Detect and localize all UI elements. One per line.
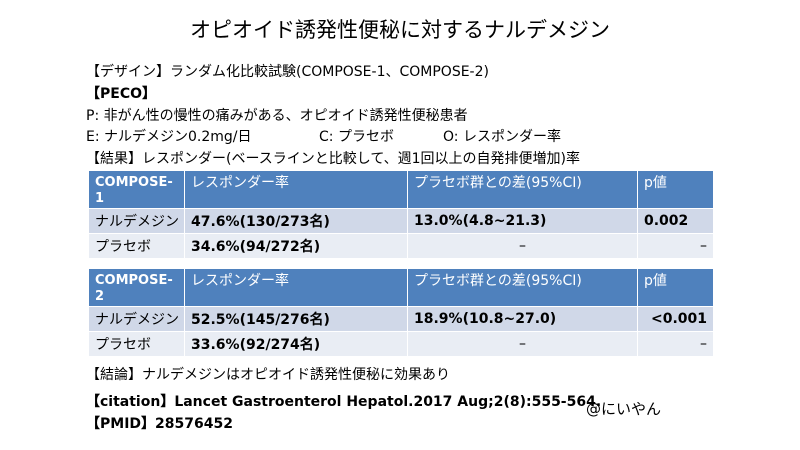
peco-o: O: レスポンダー率 [443,129,561,145]
table-header-row: COMPOSE-2 レスポンダー率 プラセボ群との差(95%CI) p値 [88,268,714,307]
responder-cell: 33.6%(92/274名) [184,331,408,357]
peco-e: E: ナルデメジン0.2mg/日 [86,129,252,145]
p-value-cell: – [637,233,714,259]
peco-header: 【PECO】 [86,86,156,102]
table-row: ナルデメジン 47.6%(130/273名) 13.0%(4.8~21.3) 0… [88,208,714,234]
table-header-row: COMPOSE-1 レスポンダー率 プラセボ群との差(95%CI) p値 [88,170,714,209]
citation-line: 【citation】Lancet Gastroenterol Hepatol.2… [86,394,602,410]
group-cell: ナルデメジン [88,208,185,234]
header-cell: p値 [637,170,714,209]
difference-cell: 18.9%(10.8~27.0) [407,306,638,332]
header-cell: p値 [637,268,714,307]
page-title: オピオイド誘発性便秘に対するナルデメジン [190,18,610,42]
design-line: 【デザイン】ランダム化比較試験(COMPOSE-1、COMPOSE-2) [86,64,489,80]
results-header: 【結果】レスポンダー(ベースラインと比較して、週1回以上の自発排便増加)率 [86,151,581,167]
compose-1-table: COMPOSE-1 レスポンダー率 プラセボ群との差(95%CI) p値 ナルデ… [88,170,714,259]
group-cell: プラセボ [88,331,185,357]
group-cell: ナルデメジン [88,306,185,332]
peco-p: P: 非がん性の慢性の痛みがある、オピオイド誘発性便秘患者 [86,108,468,124]
peco-c: C: プラセボ [319,129,394,145]
trial-name-cell: COMPOSE-1 [88,170,185,209]
author-handle: @にいやん [586,400,662,418]
p-value-cell: 0.002 [637,208,714,234]
conclusion-line: 【結論】ナルデメジンはオピオイド誘発性便秘に効果あり [86,367,450,383]
p-value-cell: – [637,331,714,357]
p-value-cell: <0.001 [637,306,714,332]
table-row: ナルデメジン 52.5%(145/276名) 18.9%(10.8~27.0) … [88,306,714,332]
pmid-line: 【PMID】28576452 [86,416,233,432]
trial-name-cell: COMPOSE-2 [88,268,185,307]
responder-cell: 47.6%(130/273名) [184,208,408,234]
responder-cell: 52.5%(145/276名) [184,306,408,332]
table-row: プラセボ 34.6%(94/272名) – – [88,233,714,259]
table-row: プラセボ 33.6%(92/274名) – – [88,331,714,357]
header-cell: レスポンダー率 [184,268,408,307]
difference-cell: 13.0%(4.8~21.3) [407,208,638,234]
header-cell: レスポンダー率 [184,170,408,209]
responder-cell: 34.6%(94/272名) [184,233,408,259]
difference-cell: – [407,233,638,259]
compose-2-table: COMPOSE-2 レスポンダー率 プラセボ群との差(95%CI) p値 ナルデ… [88,268,714,357]
header-cell: プラセボ群との差(95%CI) [407,268,638,307]
difference-cell: – [407,331,638,357]
header-cell: プラセボ群との差(95%CI) [407,170,638,209]
group-cell: プラセボ [88,233,185,259]
